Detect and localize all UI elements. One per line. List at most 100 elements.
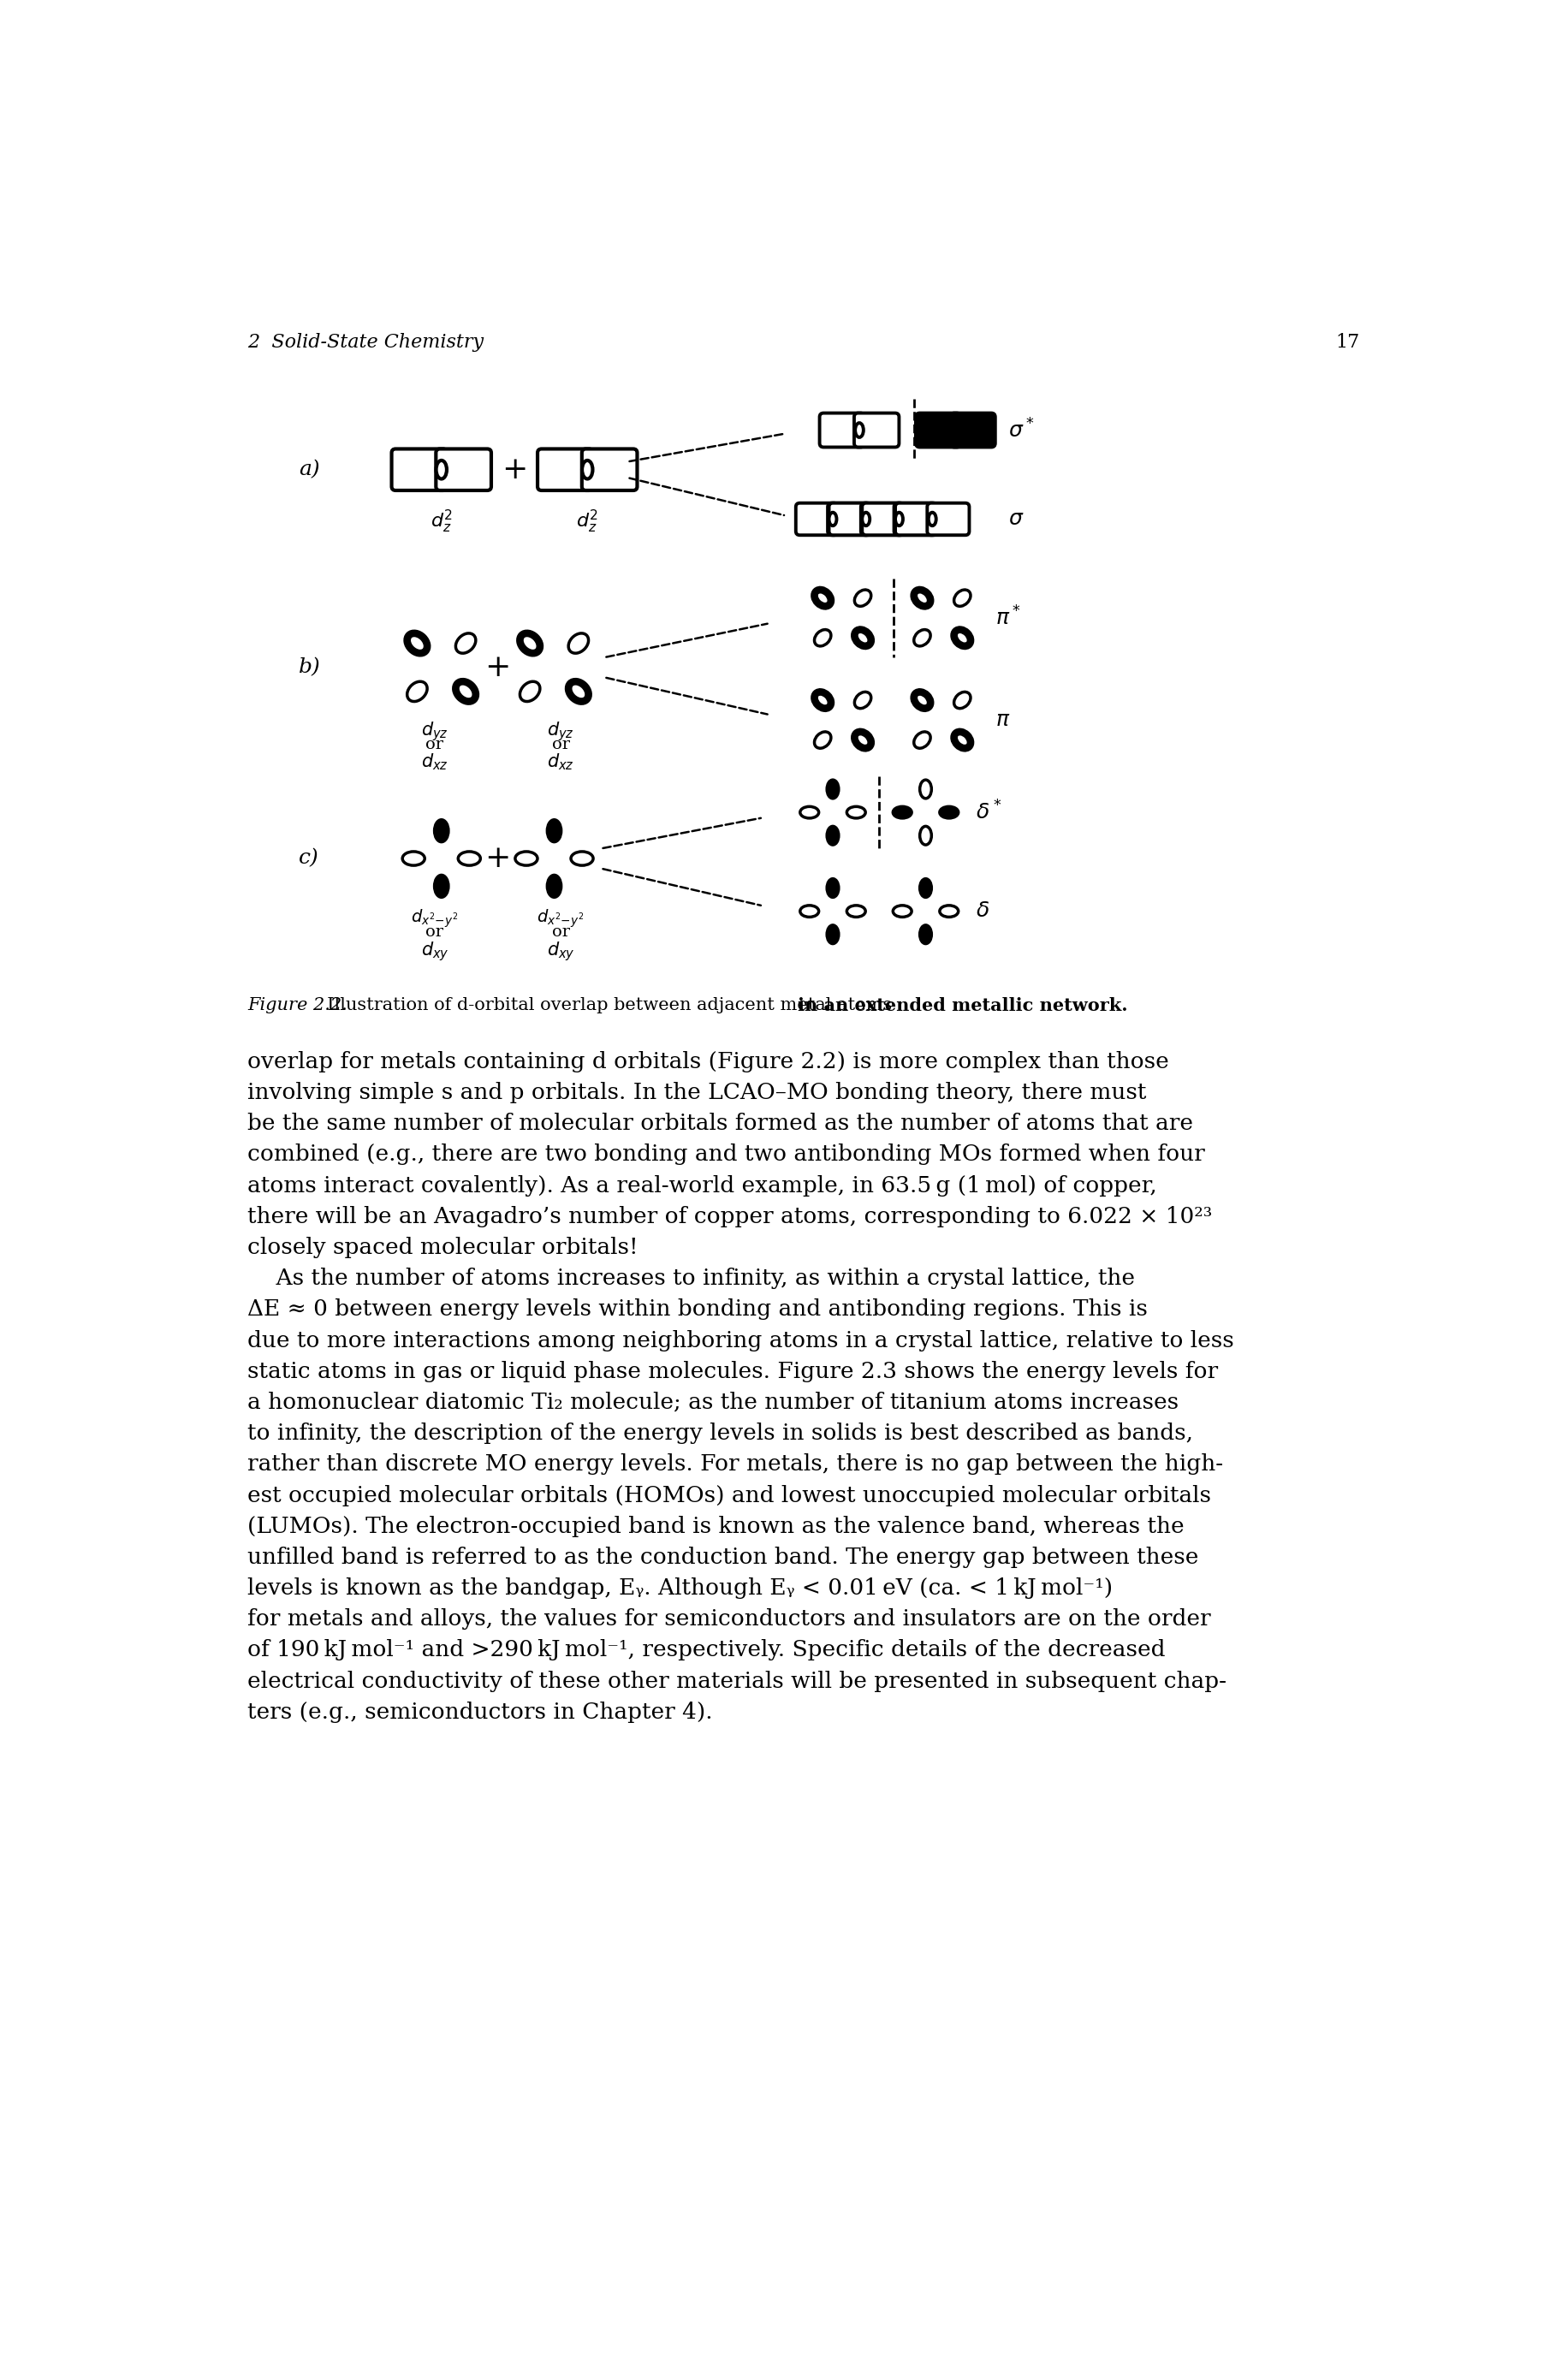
- Text: rather than discrete MO energy levels. For metals, there is no gap between the h: rather than discrete MO energy levels. F…: [248, 1454, 1223, 1475]
- Text: est occupied molecular orbitals (HOMOs) and lowest unoccupied molecular orbitals: est occupied molecular orbitals (HOMOs) …: [248, 1485, 1212, 1506]
- FancyBboxPatch shape: [927, 504, 969, 535]
- Ellipse shape: [571, 851, 593, 865]
- Text: +: +: [485, 653, 511, 682]
- Ellipse shape: [826, 827, 839, 846]
- Text: 2  Solid-State Chemistry: 2 Solid-State Chemistry: [248, 333, 485, 352]
- Ellipse shape: [928, 513, 936, 525]
- Text: +: +: [485, 843, 511, 872]
- Text: As the number of atoms increases to infinity, as within a crystal lattice, the: As the number of atoms increases to infi…: [248, 1269, 1135, 1290]
- Ellipse shape: [434, 874, 448, 898]
- Text: electrical conductivity of these other materials will be presented in subsequent: electrical conductivity of these other m…: [248, 1670, 1226, 1692]
- Ellipse shape: [516, 851, 538, 865]
- Text: static atoms in gas or liquid phase molecules. Figure 2.3 shows the energy level: static atoms in gas or liquid phase mole…: [248, 1361, 1218, 1383]
- Text: there will be an Avagadro’s number of copper atoms, corresponding to 6.022 × 10²: there will be an Avagadro’s number of co…: [248, 1205, 1212, 1228]
- Ellipse shape: [895, 513, 903, 525]
- FancyBboxPatch shape: [797, 504, 837, 535]
- Text: $d_{yz}$: $d_{yz}$: [547, 720, 574, 744]
- Ellipse shape: [855, 630, 872, 646]
- Text: $d_{xz}$: $d_{xz}$: [547, 751, 574, 772]
- Text: or: or: [552, 924, 569, 941]
- Text: c): c): [299, 848, 320, 867]
- Ellipse shape: [826, 879, 839, 898]
- Ellipse shape: [814, 630, 831, 646]
- Ellipse shape: [953, 732, 971, 748]
- Text: b): b): [299, 658, 321, 677]
- Text: $d_{x^2\!-\!y^2}$: $d_{x^2\!-\!y^2}$: [536, 908, 585, 929]
- Text: $d_z^2$: $d_z^2$: [430, 508, 453, 535]
- Ellipse shape: [920, 779, 931, 798]
- Text: involving simple s and p orbitals. In the LCAO–MO bonding theory, there must: involving simple s and p orbitals. In th…: [248, 1081, 1146, 1102]
- FancyBboxPatch shape: [950, 413, 996, 447]
- Ellipse shape: [862, 513, 870, 525]
- Text: $\pi$: $\pi$: [996, 710, 1010, 729]
- Ellipse shape: [547, 820, 561, 841]
- Text: +: +: [502, 456, 527, 485]
- Ellipse shape: [847, 805, 866, 817]
- Ellipse shape: [814, 691, 831, 708]
- FancyBboxPatch shape: [855, 413, 898, 447]
- FancyBboxPatch shape: [895, 504, 938, 535]
- Ellipse shape: [521, 682, 539, 701]
- Ellipse shape: [847, 905, 866, 917]
- Text: unfilled band is referred to as the conduction band. The energy gap between thes: unfilled band is referred to as the cond…: [248, 1547, 1200, 1568]
- Ellipse shape: [826, 924, 839, 943]
- Ellipse shape: [914, 589, 930, 606]
- FancyBboxPatch shape: [861, 504, 903, 535]
- Ellipse shape: [952, 423, 960, 437]
- Text: or: or: [426, 737, 444, 751]
- Ellipse shape: [569, 682, 588, 701]
- Ellipse shape: [582, 461, 593, 480]
- Ellipse shape: [939, 805, 958, 817]
- Text: $d_{xy}$: $d_{xy}$: [547, 939, 575, 962]
- Ellipse shape: [914, 732, 930, 748]
- Ellipse shape: [920, 879, 931, 898]
- Text: $d_{xz}$: $d_{xz}$: [422, 751, 448, 772]
- Text: a homonuclear diatomic Ti₂ molecule; as the number of titanium atoms increases: a homonuclear diatomic Ti₂ molecule; as …: [248, 1392, 1179, 1414]
- Ellipse shape: [939, 905, 958, 917]
- Ellipse shape: [855, 423, 864, 437]
- FancyBboxPatch shape: [582, 449, 637, 489]
- Ellipse shape: [953, 691, 971, 708]
- Text: for metals and alloys, the values for semiconductors and insulators are on the o: for metals and alloys, the values for se…: [248, 1609, 1210, 1630]
- Text: to infinity, the description of the energy levels in solids is best described as: to infinity, the description of the ener…: [248, 1423, 1193, 1445]
- FancyBboxPatch shape: [436, 449, 491, 489]
- Text: $\sigma^*$: $\sigma^*$: [1008, 418, 1035, 442]
- Text: of 190 kJ mol⁻¹ and >290 kJ mol⁻¹, respectively. Specific details of the decreas: of 190 kJ mol⁻¹ and >290 kJ mol⁻¹, respe…: [248, 1639, 1165, 1661]
- Ellipse shape: [892, 905, 911, 917]
- Ellipse shape: [408, 682, 426, 701]
- FancyBboxPatch shape: [538, 449, 593, 489]
- FancyBboxPatch shape: [894, 504, 936, 535]
- Ellipse shape: [458, 851, 480, 865]
- Text: $\delta^*$: $\delta^*$: [975, 801, 1002, 824]
- Text: $\pi^*$: $\pi^*$: [996, 606, 1021, 630]
- Text: Figure 2.2.: Figure 2.2.: [248, 998, 348, 1012]
- Text: $d_{xy}$: $d_{xy}$: [420, 939, 448, 962]
- Ellipse shape: [521, 634, 539, 653]
- Text: $d_{x^2\!-\!y^2}$: $d_{x^2\!-\!y^2}$: [411, 908, 458, 929]
- Ellipse shape: [403, 851, 425, 865]
- Text: $d_z^2$: $d_z^2$: [577, 508, 599, 535]
- FancyBboxPatch shape: [829, 504, 872, 535]
- Ellipse shape: [800, 905, 818, 917]
- Ellipse shape: [914, 630, 930, 646]
- Text: overlap for metals containing d orbitals (Figure 2.2) is more complex than those: overlap for metals containing d orbitals…: [248, 1050, 1170, 1072]
- Ellipse shape: [914, 691, 930, 708]
- Ellipse shape: [855, 691, 872, 708]
- Text: $d_{yz}$: $d_{yz}$: [422, 720, 448, 744]
- Text: ΔE ≈ 0 between energy levels within bonding and antibonding regions. This is: ΔE ≈ 0 between energy levels within bond…: [248, 1300, 1148, 1321]
- Text: combined (e.g., there are two bonding and two antibonding MOs formed when four: combined (e.g., there are two bonding an…: [248, 1143, 1206, 1164]
- Text: 17: 17: [1336, 333, 1359, 352]
- Text: closely spaced molecular orbitals!: closely spaced molecular orbitals!: [248, 1238, 638, 1259]
- FancyBboxPatch shape: [916, 413, 961, 447]
- Text: a): a): [299, 461, 320, 480]
- Ellipse shape: [800, 805, 818, 817]
- Text: or: or: [552, 737, 569, 751]
- FancyBboxPatch shape: [392, 449, 447, 489]
- FancyBboxPatch shape: [862, 504, 905, 535]
- Ellipse shape: [855, 589, 872, 606]
- Text: $\delta$: $\delta$: [975, 901, 989, 922]
- Text: levels is known as the bandgap, Eᵧ. Although Eᵧ < 0.01 eV (ca. < 1 kJ mol⁻¹): levels is known as the bandgap, Eᵧ. Alth…: [248, 1578, 1113, 1599]
- Ellipse shape: [953, 589, 971, 606]
- Text: be the same number of molecular orbitals formed as the number of atoms that are: be the same number of molecular orbitals…: [248, 1112, 1193, 1133]
- Text: due to more interactions among neighboring atoms in a crystal lattice, relative : due to more interactions among neighbori…: [248, 1331, 1234, 1352]
